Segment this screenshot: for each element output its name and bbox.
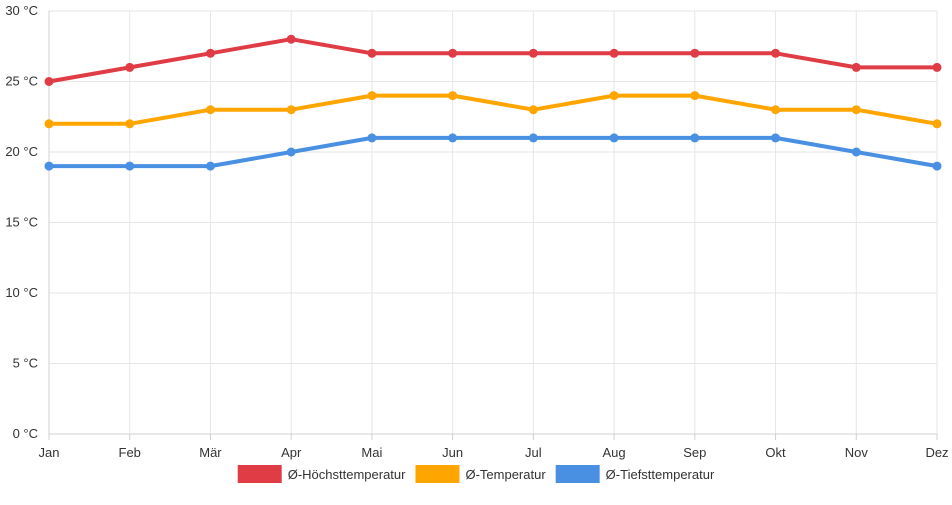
y-tick-label: 20 °C bbox=[5, 144, 38, 159]
x-tick-label: Apr bbox=[281, 445, 302, 460]
legend-swatch bbox=[237, 465, 282, 483]
x-tick-label: Feb bbox=[119, 445, 141, 460]
data-point[interactable] bbox=[771, 105, 781, 115]
data-point[interactable] bbox=[367, 91, 377, 101]
legend-label: Ø-Tiefsttemperatur bbox=[606, 467, 715, 482]
data-point[interactable] bbox=[851, 105, 861, 115]
legend: Ø-Höchsttemperatur Ø-Temperatur Ø-Tiefstte… bbox=[237, 465, 715, 483]
x-tick-label: Jun bbox=[442, 445, 463, 460]
data-point[interactable] bbox=[448, 48, 458, 58]
series-1 bbox=[44, 34, 942, 86]
x-tick-label: Jan bbox=[39, 445, 60, 460]
data-point[interactable] bbox=[690, 48, 700, 58]
series-line bbox=[47, 135, 939, 169]
y-tick-label: 0 °C bbox=[13, 426, 38, 441]
data-point[interactable] bbox=[528, 48, 538, 58]
legend-swatch bbox=[415, 465, 460, 483]
data-point[interactable] bbox=[609, 48, 619, 58]
data-point[interactable] bbox=[286, 34, 296, 44]
y-tick-label: 15 °C bbox=[5, 215, 38, 230]
legend-label: Ø-Temperatur bbox=[465, 467, 546, 482]
data-point[interactable] bbox=[125, 62, 135, 72]
data-point[interactable] bbox=[286, 147, 296, 157]
data-point[interactable] bbox=[448, 133, 458, 143]
x-tick-label: Sep bbox=[683, 445, 706, 460]
data-point[interactable] bbox=[44, 77, 54, 86]
y-tick-label: 10 °C bbox=[5, 285, 38, 300]
data-point[interactable] bbox=[44, 119, 54, 129]
data-point[interactable] bbox=[205, 48, 215, 58]
legend-label: Ø-Höchsttemperatur bbox=[288, 467, 406, 482]
data-point[interactable] bbox=[690, 133, 700, 143]
legend-item-3[interactable]: Ø-Tiefsttemperatur bbox=[555, 465, 715, 483]
series-2 bbox=[44, 91, 942, 129]
data-point[interactable] bbox=[851, 62, 861, 72]
axes: 0 °C 5 °C 10 °C 15 °C 20 °C 25 °C 30 °C Jan Feb M… bbox=[5, 3, 948, 460]
x-tick-label: Okt bbox=[765, 445, 786, 460]
data-point[interactable] bbox=[367, 48, 377, 58]
data-point[interactable] bbox=[44, 161, 54, 171]
x-tick-label: Dez bbox=[925, 445, 948, 460]
data-point[interactable] bbox=[448, 91, 458, 101]
data-point[interactable] bbox=[932, 62, 942, 72]
x-tick-label: Mär bbox=[199, 445, 222, 460]
legend-swatch bbox=[555, 465, 600, 483]
data-point[interactable] bbox=[690, 91, 700, 101]
data-point[interactable] bbox=[771, 48, 781, 58]
data-point[interactable] bbox=[851, 147, 861, 157]
series-lines bbox=[44, 34, 942, 171]
series-line bbox=[47, 93, 939, 126]
x-tick-label: Jul bbox=[525, 445, 542, 460]
x-tick-label: Mai bbox=[361, 445, 382, 460]
data-point[interactable] bbox=[609, 91, 619, 101]
data-point[interactable] bbox=[205, 161, 215, 171]
data-point[interactable] bbox=[286, 105, 296, 115]
x-tick-label: Aug bbox=[603, 445, 626, 460]
legend-item-1[interactable]: Ø-Höchsttemperatur bbox=[237, 465, 406, 483]
data-point[interactable] bbox=[609, 133, 619, 143]
y-tick-label: 25 °C bbox=[5, 74, 38, 89]
data-point[interactable] bbox=[367, 133, 377, 143]
legend-item-2[interactable]: Ø-Temperatur bbox=[415, 465, 546, 483]
grid bbox=[48, 10, 938, 435]
data-point[interactable] bbox=[932, 119, 942, 129]
data-point[interactable] bbox=[932, 161, 942, 171]
y-tick-label: 5 °C bbox=[13, 356, 38, 371]
data-point[interactable] bbox=[125, 119, 135, 129]
x-tick-label: Nov bbox=[845, 445, 869, 460]
data-point[interactable] bbox=[771, 133, 781, 143]
data-point[interactable] bbox=[125, 161, 135, 171]
y-tick-label: 30 °C bbox=[5, 3, 38, 18]
data-point[interactable] bbox=[528, 133, 538, 143]
data-point[interactable] bbox=[205, 105, 215, 115]
data-point[interactable] bbox=[528, 105, 538, 115]
series-3 bbox=[44, 133, 942, 171]
series-line bbox=[47, 37, 939, 84]
